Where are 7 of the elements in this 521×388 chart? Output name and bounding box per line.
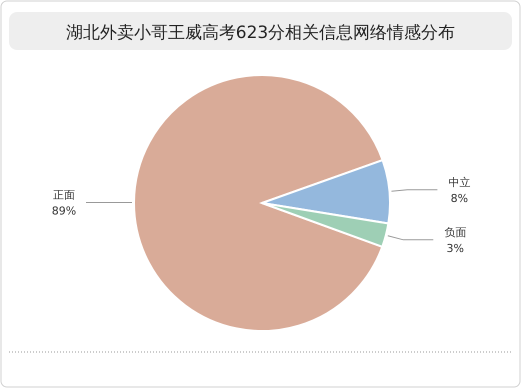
data-label: 89% <box>52 204 76 218</box>
data-label: 8% <box>450 192 468 205</box>
chart-title: 湖北外卖小哥王威高考623分相关信息网络情感分布 <box>66 23 456 43</box>
data-label: 3% <box>446 242 464 255</box>
slice-label: 负面 <box>444 226 466 239</box>
slice-label: 正面 <box>53 188 75 202</box>
slice-label: 中立 <box>448 176 470 189</box>
